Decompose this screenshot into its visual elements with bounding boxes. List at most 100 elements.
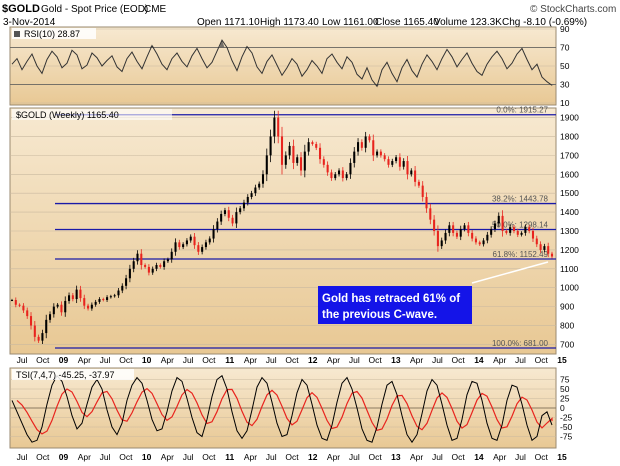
x-axis-label: 15 [557, 452, 567, 462]
x-axis-label: Jul [183, 355, 194, 365]
candle-body [220, 213, 223, 222]
candle-body [68, 295, 71, 301]
candle-body [185, 240, 188, 245]
x-axis-label: 13 [391, 452, 401, 462]
x-axis-label: Oct [202, 452, 216, 462]
candle-body [368, 136, 371, 141]
candle-body [258, 183, 261, 188]
candle-body [505, 231, 508, 233]
price-tick-label: 900 [560, 302, 574, 312]
rsi-level-lines [10, 47, 556, 85]
candle-body [433, 219, 436, 231]
candle-body [376, 151, 379, 156]
candle-body [250, 193, 253, 197]
candle-body [315, 144, 318, 148]
ohlc-open: Open 1171.10 [197, 17, 260, 28]
candle-body [440, 240, 443, 247]
candle-body [345, 174, 348, 179]
candle-body [379, 151, 382, 156]
candle-body [246, 196, 249, 203]
candle-body [387, 159, 390, 165]
price-x-axis: Jul Oct 09 Apr Jul Oct 10 Apr Jul Oct 11 Apr Jul Oct 1… [17, 355, 567, 365]
fib-label: 100.0%: 681.00 [492, 339, 549, 348]
candle-body [242, 202, 246, 209]
x-axis-label: Jul [100, 452, 111, 462]
x-axis-label: Apr [493, 452, 506, 462]
candle-body [364, 136, 367, 148]
x-axis-label: Apr [493, 355, 506, 365]
candle-body [121, 285, 124, 291]
candle-body [163, 261, 166, 267]
candle-body [98, 299, 101, 302]
candle-body [41, 333, 44, 341]
price-tick-label: 700 [560, 339, 574, 349]
candle-body [166, 259, 169, 262]
candle-body [14, 300, 17, 305]
x-axis-label: Apr [78, 452, 91, 462]
candle-body [296, 157, 299, 163]
x-axis-label: Apr [327, 452, 340, 462]
candle-body [155, 265, 158, 269]
candle-body [83, 298, 86, 306]
tsi-tick-label: 25 [560, 394, 570, 404]
candle-body [254, 187, 257, 194]
candle-body [311, 142, 314, 145]
x-axis-label: Oct [452, 452, 466, 462]
candle-body [231, 217, 234, 224]
x-axis-label: Oct [535, 452, 549, 462]
candle-body [235, 212, 238, 224]
candle-body [277, 117, 280, 137]
candle-body [10, 300, 14, 302]
candle-body [459, 229, 462, 237]
candle-body [109, 296, 112, 298]
candle-body [509, 227, 512, 233]
candle-body [429, 208, 432, 220]
annotation-line-2: the previous C-wave. [322, 309, 437, 321]
candle-body [144, 265, 147, 267]
rsi-legend-bg [12, 28, 96, 39]
candle-body [29, 316, 33, 326]
candle-body [56, 304, 59, 307]
rsi-series-line [11, 39, 553, 88]
candle-body [216, 221, 219, 230]
candle-body [292, 145, 295, 163]
x-axis-label: Oct [36, 355, 50, 365]
candle-body [448, 225, 451, 233]
candle-body [524, 227, 527, 233]
candle-body [436, 231, 439, 247]
x-axis-label: Apr [244, 452, 257, 462]
candle-body [223, 210, 226, 214]
ohlc-close: Close 1165.40 [375, 17, 439, 28]
x-axis-label: Jul [17, 452, 28, 462]
candle-body [322, 159, 325, 165]
candle-body [421, 185, 424, 197]
candle-body [140, 253, 143, 266]
candle-body [444, 232, 447, 241]
candle-body [497, 215, 500, 224]
fib-label: 61.8%: 1152.49 [493, 250, 549, 259]
candle-body [26, 310, 29, 317]
candle-body [284, 155, 287, 165]
candle-body [425, 196, 428, 209]
candle-body [37, 336, 40, 341]
x-axis-label: 09 [59, 452, 69, 462]
candle-body [239, 208, 242, 213]
candle-body [75, 289, 78, 300]
ohlc-change: Chg -8.10 (-0.69%) [502, 17, 588, 28]
price-tick-label: 1400 [560, 207, 579, 217]
candle-body [490, 229, 493, 235]
candle-body [455, 232, 458, 237]
rsi-y-axis: 10 30 50 70 90 [560, 24, 570, 108]
x-axis-label: Oct [285, 355, 299, 365]
chart-date: 3-Nov-2014 [3, 17, 56, 28]
candle-body [265, 155, 268, 175]
x-axis-label: Oct [119, 452, 133, 462]
annotation-line-1: Gold has retraced 61% of [322, 293, 460, 305]
x-axis-label: Oct [535, 355, 549, 365]
tsi-tick-label: 50 [560, 384, 570, 394]
candle-body [174, 242, 177, 252]
tsi-x-axis: Jul Oct 09 Apr Jul Oct 10 Apr Jul Oct 11 Apr Jul Oct 1… [17, 452, 567, 462]
candle-body [117, 290, 120, 296]
